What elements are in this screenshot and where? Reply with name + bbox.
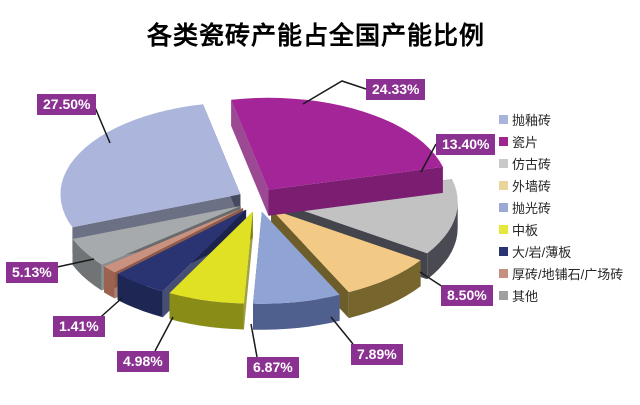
slice-top-face: [104, 208, 244, 273]
leader-line-2: [420, 143, 437, 173]
legend-swatch-icon: [499, 246, 508, 256]
leader-line-1: [302, 80, 367, 105]
legend-swatch-icon: [499, 268, 508, 278]
slice-wall: [348, 260, 421, 319]
legend-label: 瓷片: [512, 134, 539, 150]
slice-top-face: [169, 211, 253, 304]
legend-label: 抛釉砖: [512, 112, 552, 128]
leader-line-3: [419, 271, 444, 288]
legend-item-7: 厚砖/地铺石/广场砖: [499, 262, 623, 284]
percent-label-5: 6.87%: [247, 357, 299, 378]
legend-label: 厚砖/地铺石/广场砖: [512, 266, 624, 282]
leader-line-5: [250, 323, 258, 358]
leader-line-6: [154, 316, 174, 352]
legend-label: 中板: [512, 222, 539, 238]
legend-item-5: 中板: [499, 218, 623, 240]
slice-top-face: [72, 206, 241, 265]
percent-label-6: 4.98%: [117, 351, 169, 372]
slice-wall: [253, 294, 340, 330]
legend-swatch-icon: [499, 158, 508, 168]
slice-top-face: [271, 209, 421, 293]
percent-label-3: 8.50%: [441, 285, 493, 306]
slice-top-face: [231, 97, 443, 190]
legend-swatch-icon: [499, 114, 508, 124]
legend-label: 外墙砖: [512, 178, 552, 194]
legend-item-6: 大/岩/薄板: [499, 240, 623, 262]
leader-line-4: [330, 316, 354, 345]
legend-item-8: 其他: [499, 284, 623, 306]
slice-cut-face: [231, 99, 269, 216]
slice-wall: [104, 266, 115, 299]
legend-label: 其他: [512, 288, 539, 304]
pie-slice-4: [253, 211, 340, 330]
slice-wall: [72, 239, 102, 291]
slice-wall: [169, 293, 244, 330]
legend-swatch-icon: [499, 180, 508, 190]
chart-title: 各类瓷砖产能占全国产能比例: [146, 22, 485, 50]
slice-cut-face: [268, 166, 443, 216]
legend-item-3: 外墙砖: [499, 174, 623, 196]
legend-item-0: 抛釉砖: [499, 108, 623, 130]
legend-swatch-icon: [499, 290, 508, 300]
legend: 抛釉砖瓷片仿古砖外墙砖抛光砖中板大/岩/薄板厚砖/地铺石/广场砖 其他: [499, 108, 623, 306]
percent-label-4: 7.89%: [351, 344, 403, 365]
legend-swatch-icon: [499, 202, 508, 212]
percent-label-0: 27.50%: [37, 94, 97, 115]
percent-label-8: 5.13%: [6, 262, 58, 283]
legend-label: 抛光砖: [512, 200, 552, 216]
percent-label-7: 1.41%: [53, 316, 105, 337]
legend-label: 仿古砖: [512, 156, 552, 172]
pie-slice-1: [231, 97, 443, 216]
slice-top-face: [253, 211, 340, 304]
pie-slice-5: [169, 211, 253, 330]
percent-label-1: 24.33%: [366, 79, 426, 100]
slice-top-face: [60, 104, 241, 228]
legend-swatch-icon: [499, 136, 508, 146]
slice-top-face: [117, 209, 247, 292]
slice-wall: [117, 274, 163, 318]
legend-item-2: 仿古砖: [499, 152, 623, 174]
legend-item-1: 瓷片: [499, 130, 623, 152]
legend-swatch-icon: [499, 224, 508, 234]
slice-cut-face: [243, 211, 253, 330]
legend-label: 大/岩/薄板: [512, 244, 572, 260]
slice-wall: [427, 202, 458, 280]
percent-label-2: 13.40%: [436, 134, 496, 155]
legend-item-4: 抛光砖: [499, 196, 623, 218]
